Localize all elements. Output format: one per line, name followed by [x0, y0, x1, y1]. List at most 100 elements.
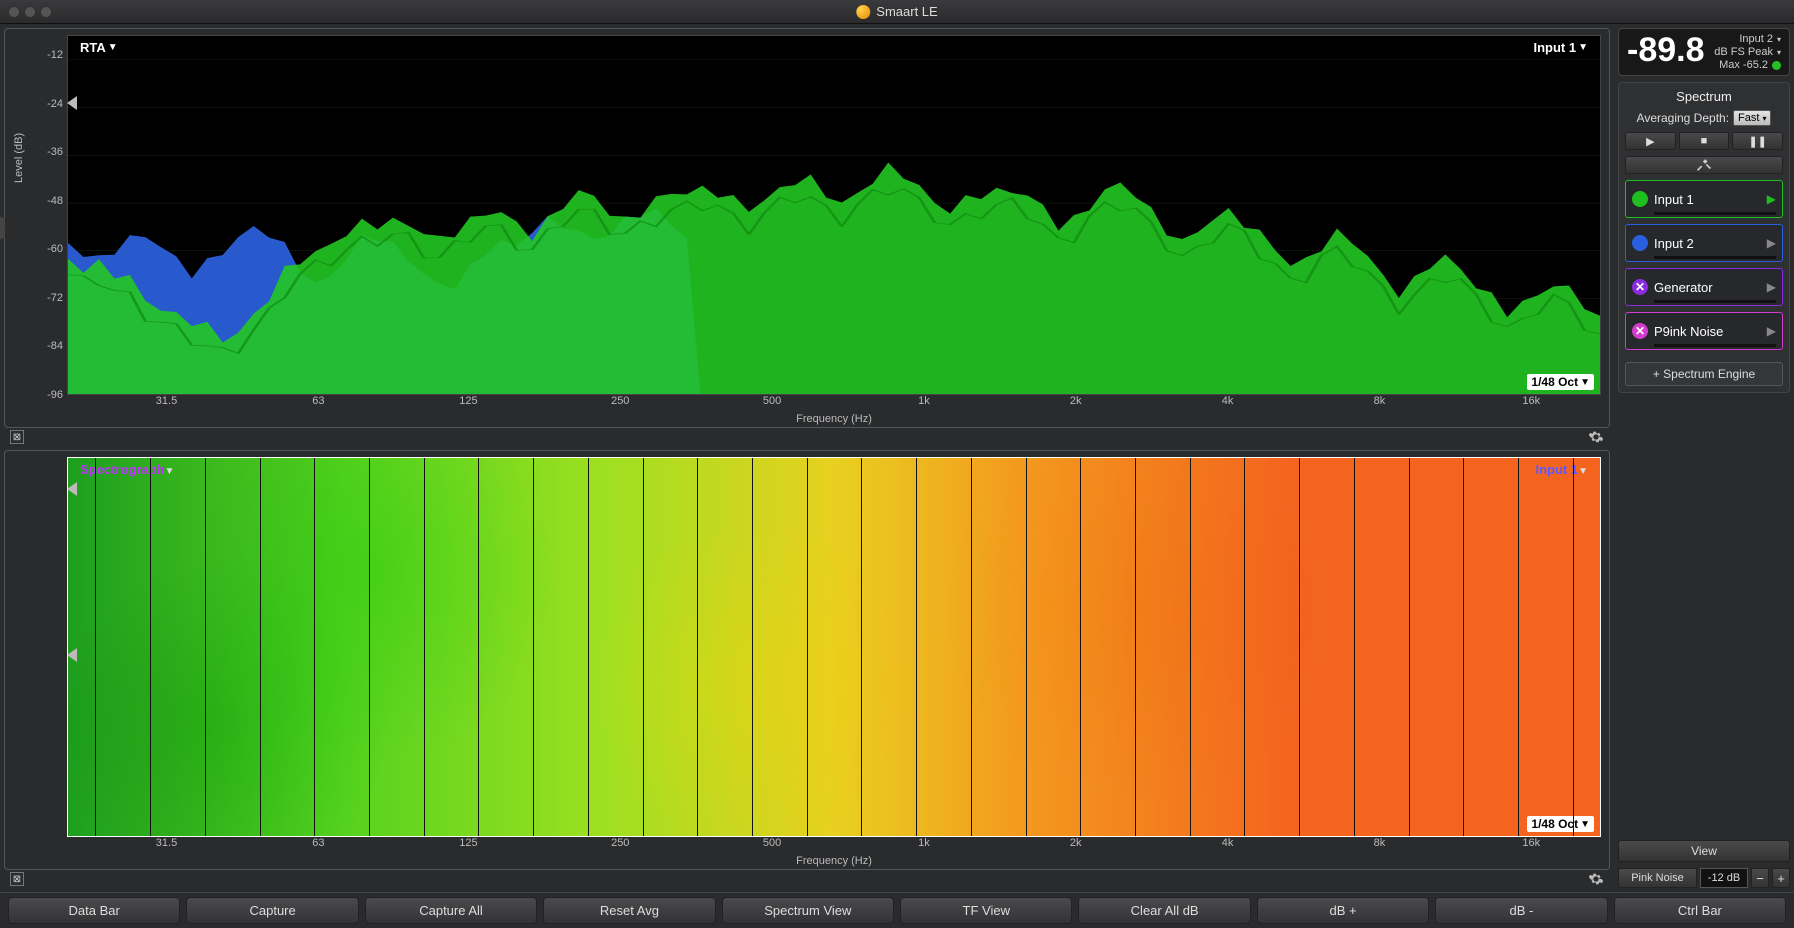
- zoom-traffic-icon[interactable]: [40, 6, 52, 18]
- x-tick: 125: [459, 837, 477, 849]
- spectrograph-area[interactable]: Spectrograph▼ Input 1▼ 1/48 Oct▼: [67, 457, 1601, 837]
- source-label: Input 2: [1654, 236, 1761, 251]
- source-play-icon[interactable]: ▶: [1767, 324, 1776, 338]
- toolbar-button-tf-view[interactable]: TF View: [900, 897, 1072, 924]
- x-tick: 250: [611, 837, 629, 849]
- x-tick: 16k: [1522, 837, 1540, 849]
- source-item[interactable]: ✕ P9ink Noise ▶: [1625, 312, 1783, 350]
- source-color-icon: [1632, 191, 1648, 207]
- y-tick: -12: [47, 49, 63, 61]
- expand-handle-icon[interactable]: [0, 213, 5, 243]
- x-tick: 125: [459, 395, 477, 407]
- source-item[interactable]: Input 2 ▶: [1625, 224, 1783, 262]
- source-color-icon: [1632, 235, 1648, 251]
- toolbar-button-capture-all[interactable]: Capture All: [365, 897, 537, 924]
- close-traffic-icon[interactable]: [8, 6, 20, 18]
- view-button[interactable]: View: [1618, 840, 1790, 862]
- x-tick: 16k: [1522, 395, 1540, 407]
- rta-oct-dropdown[interactable]: 1/48 Oct▼: [1527, 374, 1594, 390]
- close-panel-icon[interactable]: ⊠: [10, 430, 24, 444]
- x-tick: 1k: [918, 837, 930, 849]
- source-label: Input 1: [1654, 192, 1761, 207]
- meter-value: -89.8: [1627, 33, 1705, 67]
- spectrum-panel-title: Spectrum: [1625, 89, 1783, 104]
- avg-depth-select[interactable]: Fast▾: [1733, 110, 1771, 126]
- rta-plot-area[interactable]: RTA▼ Input 1▼ 1/48 Oct▼: [67, 35, 1601, 395]
- x-tick: 31.5: [156, 837, 177, 849]
- x-tick: 63: [312, 395, 324, 407]
- rta-y-axis: Level (dB) -12-24-36-48-60-72-84-96: [7, 31, 67, 395]
- noise-type-button[interactable]: Pink Noise: [1618, 868, 1697, 888]
- y-tick: -24: [47, 98, 63, 110]
- source-play-icon[interactable]: ▶: [1767, 280, 1776, 294]
- add-spectrum-engine-button[interactable]: + Spectrum Engine: [1625, 362, 1783, 386]
- toolbar-button-data-bar[interactable]: Data Bar: [8, 897, 180, 924]
- x-tick: 500: [763, 395, 781, 407]
- toolbar-button-clear-all-db[interactable]: Clear All dB: [1078, 897, 1250, 924]
- toolbar-button-ctrl-bar[interactable]: Ctrl Bar: [1614, 897, 1786, 924]
- rta-title-dropdown[interactable]: RTA▼: [80, 40, 118, 55]
- spectro-x-axis: Frequency (Hz) 31.5 63 125 250 500 1k 2k 4k 8k 16…: [67, 837, 1601, 867]
- y-tick: -36: [47, 146, 63, 158]
- meter-mode-dropdown[interactable]: dB FS Peak▾: [1714, 46, 1781, 58]
- noise-minus-button[interactable]: −: [1751, 868, 1769, 888]
- pause-button[interactable]: ❚❚: [1732, 132, 1783, 150]
- source-color-icon: ✕: [1632, 279, 1648, 295]
- y-tick: -84: [47, 340, 63, 352]
- rta-input-dropdown[interactable]: Input 1▼: [1533, 40, 1588, 55]
- spectro-y-axis: [7, 453, 67, 837]
- toolbar-button-reset-avg[interactable]: Reset Avg: [543, 897, 715, 924]
- x-tick: 4k: [1222, 395, 1234, 407]
- x-tick: 8k: [1374, 395, 1386, 407]
- source-label: P9ink Noise: [1654, 324, 1761, 339]
- spectro-x-label: Frequency (Hz): [796, 855, 872, 867]
- noise-plus-button[interactable]: +: [1772, 868, 1790, 888]
- stop-button[interactable]: ■: [1679, 132, 1730, 150]
- minimize-traffic-icon[interactable]: [24, 6, 36, 18]
- play-button[interactable]: ▶: [1625, 132, 1676, 150]
- source-color-icon: ✕: [1632, 323, 1648, 339]
- x-tick: 31.5: [156, 395, 177, 407]
- window-controls[interactable]: [8, 6, 52, 18]
- y-tick: -60: [47, 243, 63, 255]
- meter-input-dropdown[interactable]: Input 2▾: [1739, 33, 1781, 45]
- source-label: Generator: [1654, 280, 1761, 295]
- x-tick: 63: [312, 837, 324, 849]
- spectrograph-panel: Spectrograph▼ Input 1▼ 1/48 Oct▼ Frequen…: [4, 450, 1610, 870]
- rta-x-axis: Frequency (Hz) 31.5 63 125 250 500 1k 2k 4k 8k 16…: [67, 395, 1601, 425]
- source-item[interactable]: ✕ Generator ▶: [1625, 268, 1783, 306]
- meter-panel: -89.8 Input 2▾ dB FS Peak▾ Max -65.2: [1618, 28, 1790, 76]
- tools-button[interactable]: [1625, 156, 1783, 174]
- gear-icon[interactable]: [1588, 429, 1604, 445]
- window-title: Smaart LE: [856, 4, 937, 19]
- x-tick: 1k: [918, 395, 930, 407]
- rta-plot-panel: Level (dB) -12 -24 -36 -48 -60 -72 -84 -96 RTA▼…: [4, 28, 1610, 428]
- rta-x-label: Frequency (Hz): [796, 413, 872, 425]
- app-icon: [856, 5, 870, 19]
- source-play-icon[interactable]: ▶: [1767, 236, 1776, 250]
- toolbar-button-db-[interactable]: dB +: [1257, 897, 1429, 924]
- source-play-icon[interactable]: ▶: [1767, 192, 1776, 206]
- x-tick: 250: [611, 395, 629, 407]
- close-panel-icon[interactable]: ⊠: [10, 872, 24, 886]
- y-tick: -96: [47, 389, 63, 401]
- titlebar: Smaart LE: [0, 0, 1794, 24]
- x-tick: 500: [763, 837, 781, 849]
- source-item[interactable]: Input 1 ▶: [1625, 180, 1783, 218]
- gear-icon[interactable]: [1588, 871, 1604, 887]
- toolbar-button-capture[interactable]: Capture: [186, 897, 358, 924]
- x-tick: 8k: [1374, 837, 1386, 849]
- noise-value: -12 dB: [1700, 868, 1748, 888]
- y-tick: -72: [47, 292, 63, 304]
- y-tick: -48: [47, 195, 63, 207]
- x-tick: 2k: [1070, 395, 1082, 407]
- x-tick: 2k: [1070, 837, 1082, 849]
- avg-depth-label: Averaging Depth:: [1637, 111, 1730, 125]
- x-tick: 4k: [1222, 837, 1234, 849]
- bottom-toolbar: Data BarCapture Capture AllReset Avg Spect…: [0, 892, 1794, 928]
- spectrum-panel: Spectrum Averaging Depth: Fast▾ ▶ ■ ❚❚ I…: [1618, 82, 1790, 393]
- toolbar-button-spectrum-view[interactable]: Spectrum View: [722, 897, 894, 924]
- rta-y-label: Level (dB): [13, 133, 25, 183]
- toolbar-button-db-[interactable]: dB -: [1435, 897, 1607, 924]
- meter-max: Max -65.2: [1719, 59, 1781, 71]
